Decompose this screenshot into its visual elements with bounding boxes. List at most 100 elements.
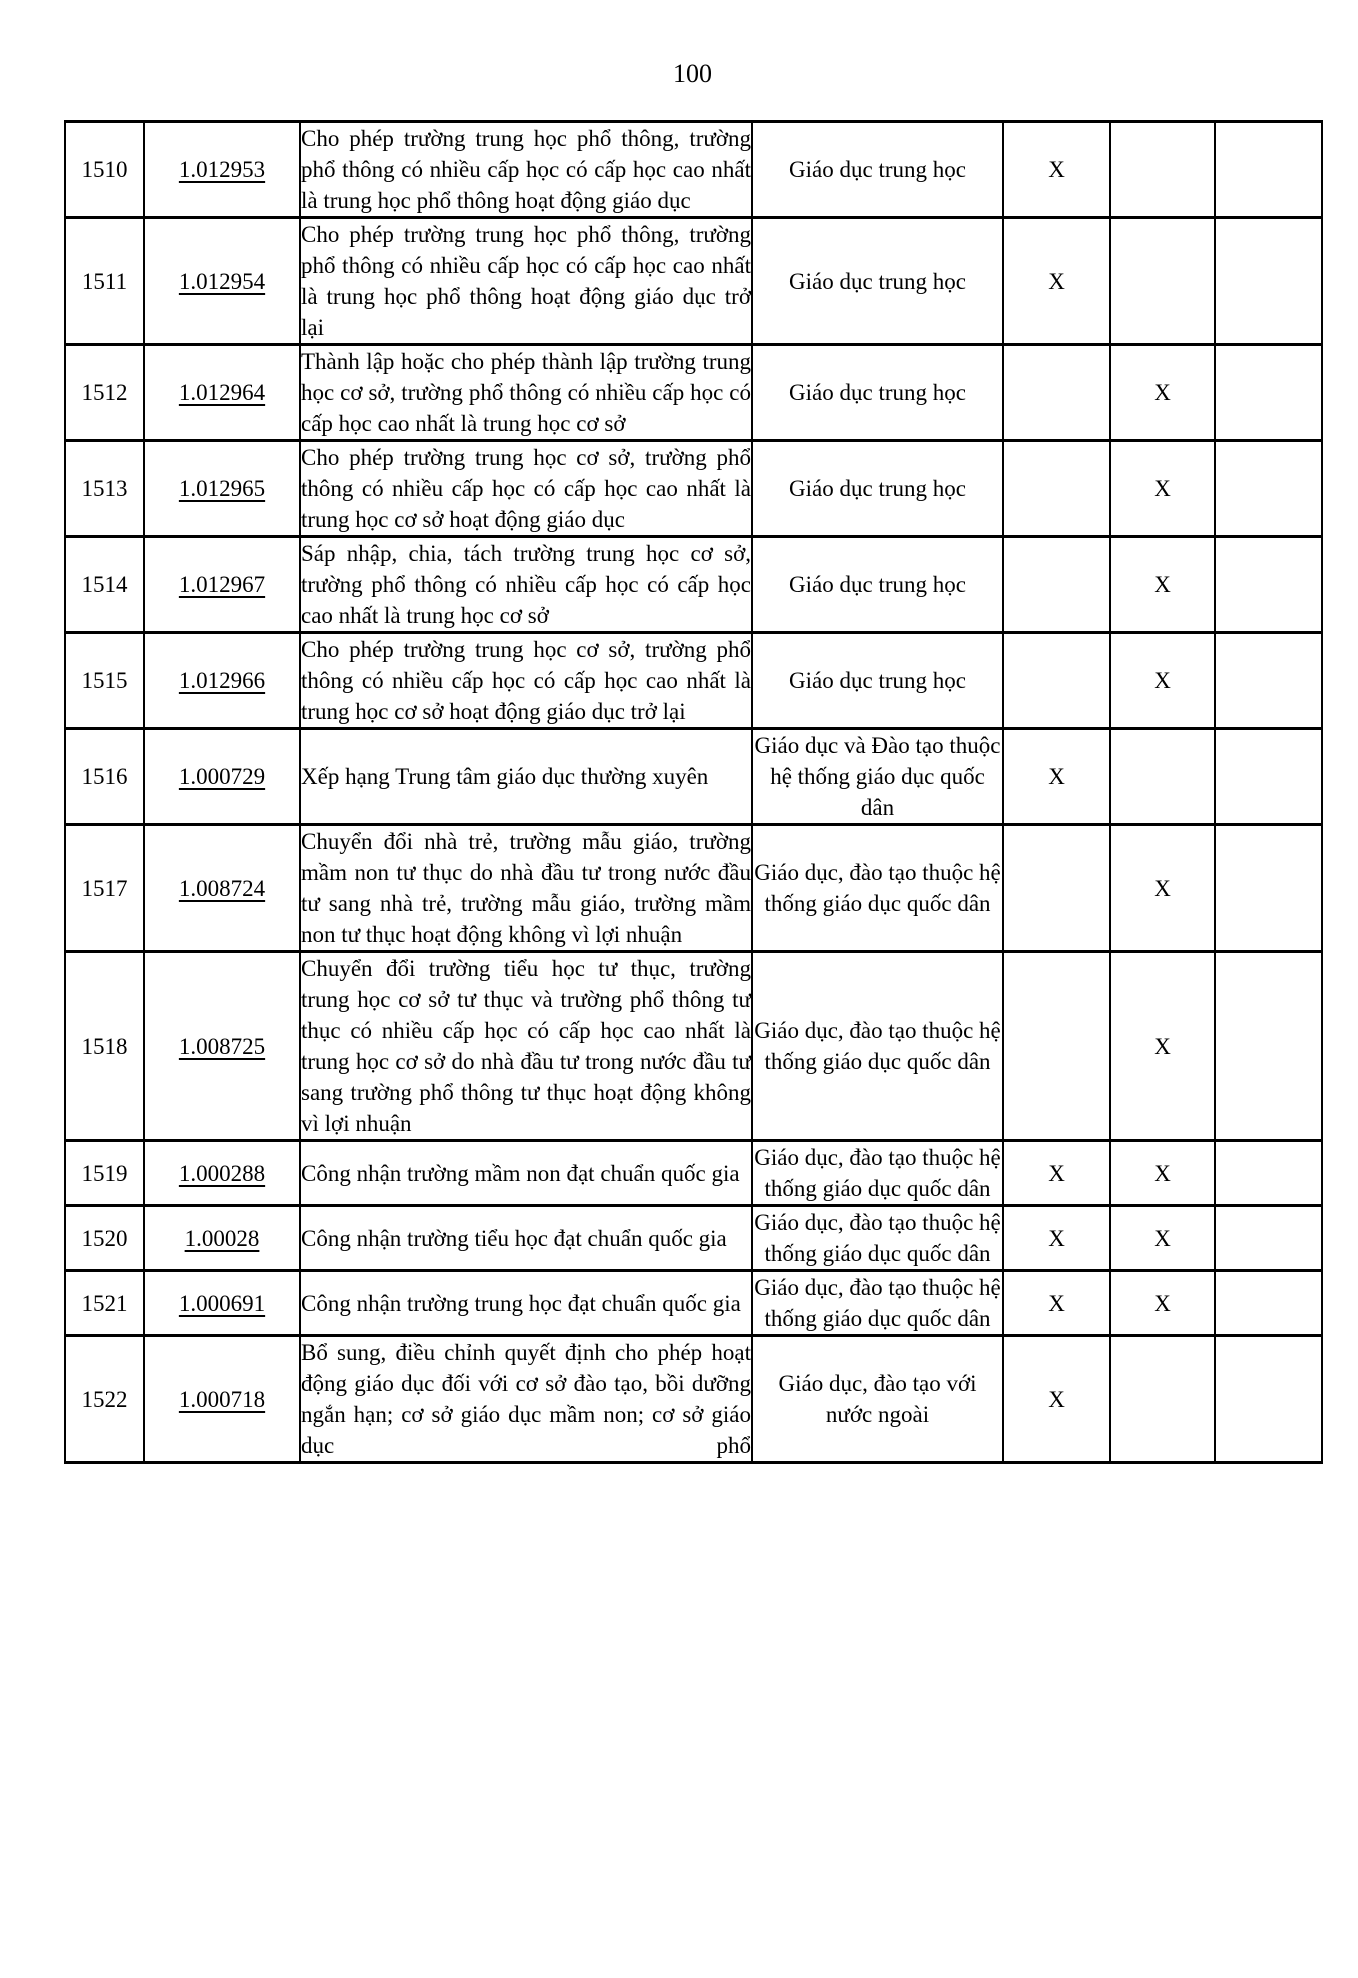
table-row: 1514 1.012967 Sáp nhập, chia, tách trường …: [64, 535, 1323, 634]
row-index-cell: 1512: [64, 343, 145, 442]
empty-cell: [1214, 1334, 1323, 1464]
mark-cell-secondary: X: [1109, 823, 1216, 953]
procedure-description-cell: Công nhận trường mầm non đạt chuẩn quốc …: [299, 1139, 753, 1207]
mark-cell-primary: X: [1002, 216, 1111, 346]
row-index-cell: 1521: [64, 1269, 145, 1337]
mark-cell-primary: X: [1002, 1204, 1111, 1272]
field-category-cell: Giáo dục, đào tạo với nước ngoài: [751, 1334, 1004, 1464]
field-category-cell: Giáo dục, đào tạo thuộc hệ thống giáo dụ…: [751, 1269, 1004, 1337]
field-category-cell: Giáo dục, đào tạo thuộc hệ thống giáo dụ…: [751, 1139, 1004, 1207]
procedure-code-link[interactable]: 1.000729: [178, 764, 266, 789]
procedure-code-link[interactable]: 1.012953: [178, 157, 266, 182]
field-category-cell: Giáo dục và Đào tạo thuộc hệ thống giáo …: [751, 727, 1004, 826]
empty-cell: [1214, 1139, 1323, 1207]
mark-cell-primary: [1002, 439, 1111, 538]
procedure-code-cell: 1.012967: [143, 535, 301, 634]
mark-cell-primary: X: [1002, 1139, 1111, 1207]
empty-cell: [1214, 216, 1323, 346]
procedure-code-link[interactable]: 1.012954: [178, 268, 266, 294]
mark-cell-primary: [1002, 631, 1111, 730]
procedures-table-body: 1510 1.012953 Cho phép trường trung học ph…: [64, 120, 1323, 1464]
mark-cell-primary: [1002, 950, 1111, 1142]
procedures-table: 1510 1.012953 Cho phép trường trung học ph…: [64, 120, 1323, 1464]
procedure-code-link[interactable]: 1.000288: [178, 1160, 266, 1186]
field-category-cell: Giáo dục trung học: [751, 535, 1004, 634]
procedure-description-cell: Xếp hạng Trung tâm giáo dục thường xuyên: [299, 727, 753, 826]
row-index-cell: 1513: [64, 439, 145, 538]
table-row: 1520 1.00028 Công nhận trường tiểu học đạt…: [64, 1204, 1323, 1272]
procedure-code-link[interactable]: 1.012966: [178, 668, 266, 693]
procedure-code-link[interactable]: 1.008725: [178, 1033, 266, 1059]
procedure-code-cell: 1.000718: [143, 1334, 301, 1464]
procedure-description-cell: Chuyển đổi trường tiểu học tư thục, trườ…: [299, 950, 753, 1142]
procedure-description-cell: Cho phép trường trung học cơ sở, trường …: [299, 631, 753, 730]
table-row: 1519 1.000288 Công nhận trường mầm non đạt…: [64, 1139, 1323, 1207]
empty-cell: [1214, 535, 1323, 634]
mark-cell-secondary: [1109, 1334, 1216, 1464]
procedure-code-link[interactable]: 1.008724: [178, 875, 266, 901]
empty-cell: [1214, 1204, 1323, 1272]
mark-cell-secondary: [1109, 727, 1216, 826]
row-index-cell: 1518: [64, 950, 145, 1142]
field-category-cell: Giáo dục trung học: [751, 216, 1004, 346]
table-row: 1512 1.012964 Thành lập hoặc cho phép thàn…: [64, 343, 1323, 442]
mark-cell-secondary: X: [1109, 343, 1216, 442]
field-category-cell: Giáo dục, đào tạo thuộc hệ thống giáo dụ…: [751, 823, 1004, 953]
procedure-code-link[interactable]: 1.00028: [184, 1225, 260, 1251]
row-index-cell: 1520: [64, 1204, 145, 1272]
mark-cell-secondary: X: [1109, 1269, 1216, 1337]
row-index-cell: 1515: [64, 631, 145, 730]
procedure-code-link[interactable]: 1.012965: [178, 476, 266, 501]
procedure-description-cell: Bổ sung, điều chỉnh quyết định cho phép …: [299, 1334, 753, 1464]
field-category-cell: Giáo dục trung học: [751, 439, 1004, 538]
field-category-cell: Giáo dục, đào tạo thuộc hệ thống giáo dụ…: [751, 950, 1004, 1142]
field-category-cell: Giáo dục, đào tạo thuộc hệ thống giáo dụ…: [751, 1204, 1004, 1272]
table-row: 1511 1.012954 Cho phép trường trung học ph…: [64, 216, 1323, 346]
row-index-cell: 1519: [64, 1139, 145, 1207]
procedure-code-link[interactable]: 1.000718: [178, 1386, 266, 1412]
procedure-description-cell: Chuyển đổi nhà trẻ, trường mẫu giáo, trư…: [299, 823, 753, 953]
row-index-cell: 1511: [64, 216, 145, 346]
empty-cell: [1214, 823, 1323, 953]
mark-cell-secondary: X: [1109, 439, 1216, 538]
mark-cell-primary: X: [1002, 727, 1111, 826]
empty-cell: [1214, 439, 1323, 538]
table-row: 1515 1.012966 Cho phép trường trung học cơ…: [64, 631, 1323, 730]
procedure-code-link[interactable]: 1.012964: [178, 380, 266, 405]
mark-cell-secondary: X: [1109, 535, 1216, 634]
page-number: 100: [673, 59, 712, 88]
empty-cell: [1214, 631, 1323, 730]
procedure-description-cell: Công nhận trường trung học đạt chuẩn quố…: [299, 1269, 753, 1337]
procedure-code-cell: 1.00028: [143, 1204, 301, 1272]
procedure-code-cell: 1.012954: [143, 216, 301, 346]
procedure-description-cell: Cho phép trường trung học cơ sở, trường …: [299, 439, 753, 538]
field-category-cell: Giáo dục trung học: [751, 120, 1004, 219]
row-index-cell: 1514: [64, 535, 145, 634]
table-row: 1522 1.000718 Bổ sung, điều chỉnh quyết đị…: [64, 1334, 1323, 1464]
mark-cell-secondary: X: [1109, 950, 1216, 1142]
procedure-code-cell: 1.000691: [143, 1269, 301, 1337]
table-row: 1510 1.012953 Cho phép trường trung học ph…: [64, 120, 1323, 219]
mark-cell-primary: [1002, 823, 1111, 953]
row-index-cell: 1510: [64, 120, 145, 219]
mark-cell-secondary: X: [1109, 631, 1216, 730]
table-row: 1517 1.008724 Chuyển đổi nhà trẻ, trường m…: [64, 823, 1323, 953]
mark-cell-secondary: X: [1109, 1204, 1216, 1272]
mark-cell-primary: [1002, 535, 1111, 634]
procedure-code-cell: 1.012965: [143, 439, 301, 538]
mark-cell-secondary: X: [1109, 1139, 1216, 1207]
procedure-code-cell: 1.008724: [143, 823, 301, 953]
empty-cell: [1214, 727, 1323, 826]
table-row: 1521 1.000691 Công nhận trường trung học đ…: [64, 1269, 1323, 1337]
empty-cell: [1214, 950, 1323, 1142]
procedure-code-link[interactable]: 1.000691: [178, 1290, 266, 1316]
mark-cell-primary: X: [1002, 120, 1111, 219]
procedure-description-cell: Thành lập hoặc cho phép thành lập trường…: [299, 343, 753, 442]
empty-cell: [1214, 120, 1323, 219]
mark-cell-primary: X: [1002, 1269, 1111, 1337]
field-category-cell: Giáo dục trung học: [751, 631, 1004, 730]
empty-cell: [1214, 1269, 1323, 1337]
field-category-cell: Giáo dục trung học: [751, 343, 1004, 442]
mark-cell-primary: X: [1002, 1334, 1111, 1464]
procedure-code-link[interactable]: 1.012967: [178, 572, 266, 597]
